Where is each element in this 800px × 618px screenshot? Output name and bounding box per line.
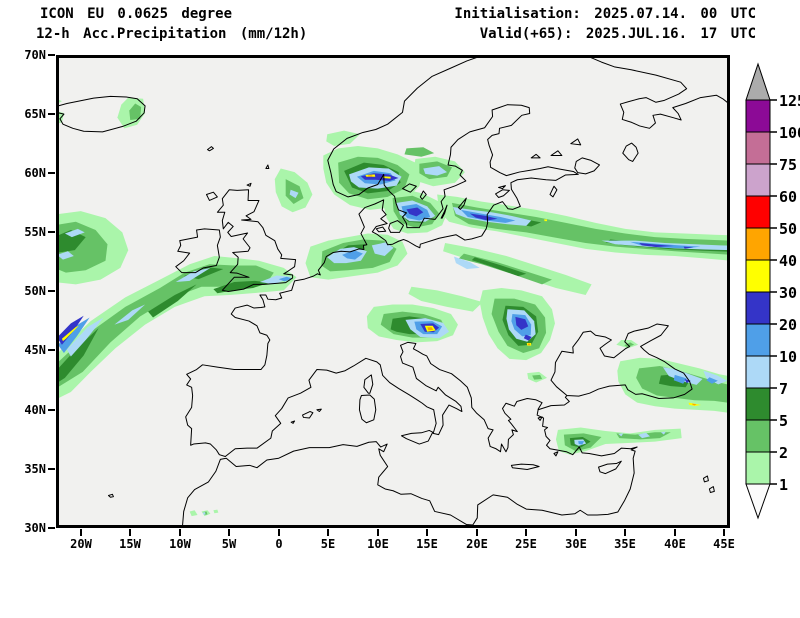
colorbar: 125 100 75 60 50 40 30 20 10 7 5 2 1 xyxy=(745,62,800,520)
colorbar-label-1: 1 xyxy=(779,476,788,494)
coast-iceland xyxy=(56,96,145,131)
lat-label-35n: 35N xyxy=(12,462,55,476)
lon-label-40e: 40E xyxy=(655,529,695,551)
coast-ireland xyxy=(176,229,221,273)
lat-label-70n: 70N xyxy=(12,48,55,62)
colorbar-seg-10-20 xyxy=(745,323,771,357)
colorbar-label-75: 75 xyxy=(779,156,797,174)
coast-crete xyxy=(511,464,539,469)
colorbar-seg-1-2 xyxy=(745,451,771,485)
lon-label-30e: 30E xyxy=(556,529,596,551)
colorbar-seg-40-50 xyxy=(745,227,771,261)
colorbar-label-125: 125 xyxy=(779,92,800,110)
colorbar-seg-7-10 xyxy=(745,355,771,389)
coast-lake-vanern xyxy=(403,184,417,192)
colorbar-seg-50-60 xyxy=(745,195,771,229)
colorbar-label-30: 30 xyxy=(779,284,797,302)
colorbar-label-7: 7 xyxy=(779,380,788,398)
model-title: ICON EU 0.0625 degree xyxy=(40,6,233,22)
coastlines xyxy=(56,55,730,528)
map-frame xyxy=(56,55,730,528)
colorbar-label-40: 40 xyxy=(779,252,797,270)
lat-label-60n: 60N xyxy=(12,166,55,180)
colorbar-seg-60-75 xyxy=(745,163,771,197)
coast-gotland-oland xyxy=(441,198,466,218)
lon-label-45e: 45E xyxy=(704,529,744,551)
lat-label-45n: 45N xyxy=(12,343,55,357)
coast-danish-isles xyxy=(376,221,403,233)
coast-lake-peipus xyxy=(550,186,557,197)
lon-label-10e: 10E xyxy=(358,529,398,551)
colorbar-underflow-arrow xyxy=(745,483,771,520)
precipitation-overlay xyxy=(54,97,733,517)
coast-lake-ladoga xyxy=(575,158,600,174)
lon-label-5w: 5W xyxy=(209,529,249,551)
colorbar-label-10: 10 xyxy=(779,348,797,366)
lat-label-30n: 30N xyxy=(12,521,55,535)
lon-label-20e: 20E xyxy=(457,529,497,551)
lon-label-15e: 15E xyxy=(407,529,447,551)
lon-label-20w: 20W xyxy=(61,529,101,551)
colorbar-label-100: 100 xyxy=(779,124,800,142)
lon-label-5e: 5E xyxy=(308,529,348,551)
colorbar-seg-20-30 xyxy=(745,291,771,325)
precipitation-map xyxy=(56,55,730,528)
coast-great-britain xyxy=(217,190,295,292)
lon-label-15w: 15W xyxy=(110,529,150,551)
coast-sicily xyxy=(402,430,433,444)
colorbar-seg-5-7 xyxy=(745,387,771,421)
colorbar-seg-2-5 xyxy=(745,419,771,453)
coast-africa-levant-blacksea xyxy=(182,324,692,528)
coast-sardinia xyxy=(359,395,375,423)
coast-balearics xyxy=(291,409,321,423)
coast-lake-vattern xyxy=(420,191,426,199)
colorbar-seg-75-100 xyxy=(745,131,771,165)
product-title: 12-h Acc.Precipitation (mm/12h) xyxy=(36,26,308,42)
lon-label-10w: 10W xyxy=(160,529,200,551)
coast-white-sea xyxy=(588,56,730,128)
coast-madeira xyxy=(108,494,113,497)
colorbar-overflow-arrow xyxy=(745,62,771,101)
initialisation-time: Initialisation: 2025.07.14. 00 UTC xyxy=(454,6,756,22)
colorbar-label-60: 60 xyxy=(779,188,797,206)
coast-corsica xyxy=(364,375,373,393)
coast-small-isles-north xyxy=(206,147,268,201)
coast-aegean-isles xyxy=(538,417,558,456)
colorbar-label-50: 50 xyxy=(779,220,797,238)
colorbar-seg-100-125 xyxy=(745,99,771,133)
precip-layer-40-50 xyxy=(367,175,697,406)
coast-estonian-isles xyxy=(496,186,510,198)
lat-label-40n: 40N xyxy=(12,403,55,417)
coast-cyprus xyxy=(599,461,622,473)
lat-label-50n: 50N xyxy=(12,284,55,298)
lon-label-25e: 25E xyxy=(506,529,546,551)
coast-iraq-lakes xyxy=(703,476,714,493)
valid-time: Valid(+65): 2025.JUL.16. 17 UTC xyxy=(479,26,756,42)
lon-label-0: 0 xyxy=(259,529,299,551)
colorbar-label-20: 20 xyxy=(779,316,797,334)
coast-atlantic-baltic-scandinavia xyxy=(186,55,579,456)
lon-label-35e: 35E xyxy=(605,529,645,551)
coast-lake-onega xyxy=(623,143,638,161)
colorbar-seg-30-40 xyxy=(745,259,771,293)
colorbar-label-2: 2 xyxy=(779,444,788,462)
coast-mediterranean-europe xyxy=(225,342,542,456)
lat-label-65n: 65N xyxy=(12,107,55,121)
map-border xyxy=(56,55,730,528)
colorbar-label-5: 5 xyxy=(779,412,788,430)
coast-finnish-lakes xyxy=(531,139,581,158)
lat-label-55n: 55N xyxy=(12,225,55,239)
